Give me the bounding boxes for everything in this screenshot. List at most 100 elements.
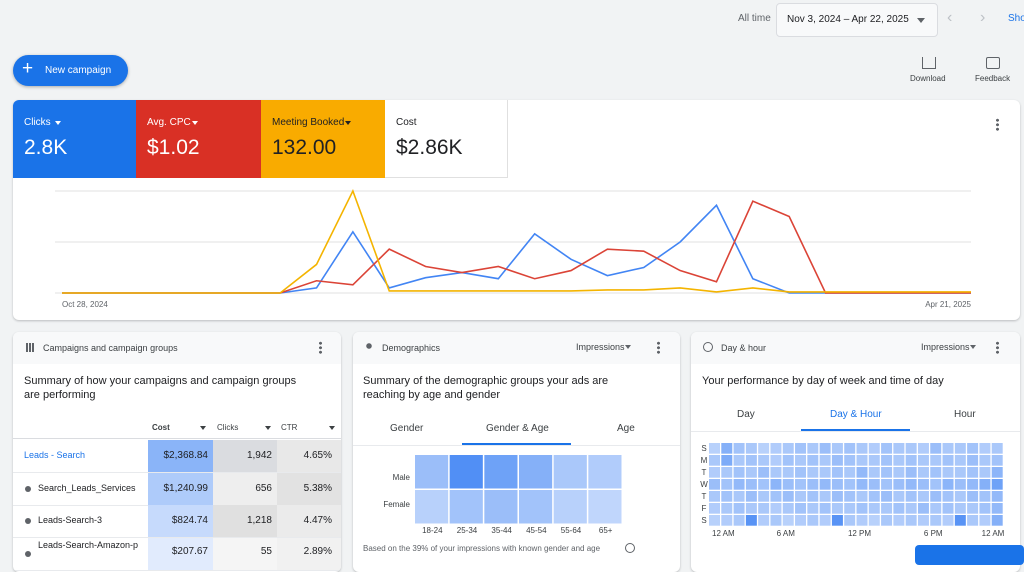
row-label: Female [383, 500, 410, 509]
column-header[interactable]: Clicks [217, 423, 239, 432]
campaign-name[interactable]: Leads - Search [24, 450, 86, 460]
date-picker[interactable]: Nov 3, 2024 – Apr 22, 2025 [776, 3, 938, 37]
bar-icon [26, 343, 34, 352]
x-label: 12 AM [712, 529, 735, 538]
heat-cell [795, 443, 807, 454]
day-hour-card: Day & hour Impressions Your performance … [691, 332, 1020, 572]
scorecard[interactable]: Cost $2.86K [385, 100, 508, 178]
heat-cell [807, 455, 819, 466]
table-cell: 1,218 [213, 505, 277, 537]
range-label: All time [738, 13, 771, 24]
heat-cell [758, 479, 770, 490]
heat-cell [905, 515, 917, 526]
heat-cell [991, 503, 1003, 514]
heat-cell [954, 479, 966, 490]
heat-cell [795, 491, 807, 502]
scorecard[interactable]: Avg. CPC $1.02 [136, 100, 261, 178]
cell-value: $1,240.99 [163, 482, 209, 494]
heat-cell [770, 443, 782, 454]
campaign-name[interactable]: Leads-Search-Amazon-p [38, 539, 139, 550]
column-header[interactable]: Cost [152, 423, 170, 432]
heat-cell [819, 455, 831, 466]
new-campaign-label: New campaign [45, 65, 112, 76]
heat-cell [930, 491, 942, 502]
heat-cell [844, 515, 856, 526]
heat-cell [905, 467, 917, 478]
heat-cell [770, 491, 782, 502]
tab[interactable]: Day & Hour [830, 409, 882, 420]
table-cell: $2,368.84 [148, 440, 213, 472]
sort-arrow [329, 426, 335, 433]
heat-cell [795, 515, 807, 526]
tab[interactable]: Gender [390, 423, 424, 434]
download-icon[interactable] [922, 57, 936, 69]
heat-cell [930, 479, 942, 490]
metric-dropdown[interactable]: Impressions [921, 342, 970, 352]
heat-cell [967, 491, 979, 502]
heat-cell [807, 503, 819, 514]
cell-value: 656 [255, 482, 272, 494]
heat-cell [979, 479, 991, 490]
row-label: F [702, 504, 707, 513]
scorecard-value: $2.86K [396, 136, 463, 159]
heat-cell [881, 443, 893, 454]
heat-cell [881, 503, 893, 514]
more-menu[interactable] [996, 118, 999, 131]
body: All time Nov 3, 2024 – Apr 22, 2025 ‹ › … [13, 3, 1024, 572]
feedback-label[interactable]: Feedback [975, 74, 1011, 83]
tab[interactable]: Day [737, 409, 755, 420]
row-label: S [701, 444, 706, 453]
heat-cell [893, 479, 905, 490]
heat-cell [795, 455, 807, 466]
heat-cell [979, 467, 991, 478]
heat-cell [745, 479, 757, 490]
sort-arrow [265, 426, 271, 433]
heat-cell [449, 455, 483, 489]
feedback-icon[interactable] [986, 57, 1000, 69]
x-label: 12 PM [848, 529, 871, 538]
heat-cell [588, 455, 622, 489]
heat-cell [905, 443, 917, 454]
metric-dropdown[interactable]: Impressions [576, 342, 625, 352]
scorecard-value: 132.00 [272, 136, 337, 159]
heat-cell [967, 455, 979, 466]
heat-cell [733, 467, 745, 478]
heat-cell [415, 490, 449, 524]
tab[interactable]: Hour [954, 409, 976, 420]
more-menu[interactable] [996, 341, 999, 354]
heat-cell [868, 479, 880, 490]
new-campaign-button[interactable]: + New campaign [13, 55, 128, 86]
heat-cell [942, 479, 954, 490]
campaign-name[interactable]: Leads-Search-3 [38, 515, 103, 525]
heat-cell [942, 455, 954, 466]
row-label: W [700, 480, 708, 489]
next-button[interactable]: › [980, 9, 986, 26]
tab[interactable]: Gender & Age [486, 423, 549, 434]
heat-cell [893, 455, 905, 466]
heat-cell [795, 467, 807, 478]
download-label[interactable]: Download [910, 74, 946, 83]
scorecard[interactable]: Clicks 2.8K [13, 100, 136, 178]
campaign-name[interactable]: Search_Leads_Services [38, 482, 136, 493]
more-menu[interactable] [657, 341, 660, 354]
heat-cell [856, 443, 868, 454]
show-link[interactable]: Sho [1008, 13, 1024, 24]
dropdown-arrow [345, 121, 351, 128]
tab-divider [353, 445, 680, 446]
heat-cell [758, 491, 770, 502]
heat-cell [954, 515, 966, 526]
tab[interactable]: Age [617, 423, 635, 434]
heat-cell [917, 467, 929, 478]
scorecard[interactable]: Meeting Booked 132.00 [261, 100, 385, 178]
heat-cell [745, 443, 757, 454]
prev-button[interactable]: ‹ [947, 9, 953, 26]
heat-cell [954, 491, 966, 502]
heat-cell [881, 479, 893, 490]
more-menu[interactable] [319, 341, 322, 354]
plus-icon: + [22, 58, 34, 79]
heat-cell [991, 467, 1003, 478]
heat-cell [979, 515, 991, 526]
heat-cell [831, 515, 843, 526]
heat-cell [770, 479, 782, 490]
column-header[interactable]: CTR [281, 423, 298, 432]
